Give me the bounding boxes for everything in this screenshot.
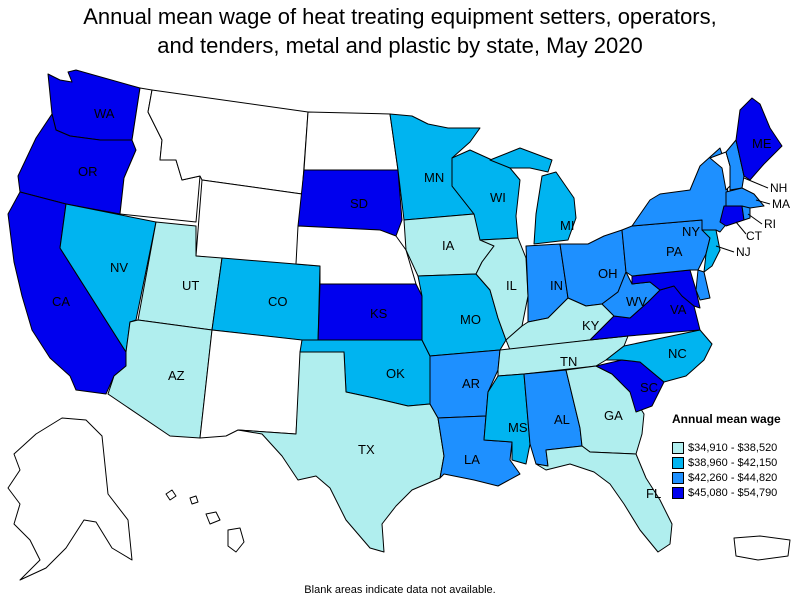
label-co: CO: [268, 294, 288, 309]
legend-label: $38,960 - $42,150: [688, 456, 778, 469]
legend-item: $45,080 - $54,790: [672, 485, 798, 500]
label-in: IN: [550, 278, 563, 293]
label-or: OR: [78, 164, 98, 179]
label-az: AZ: [168, 368, 185, 383]
state-co[interactable]: [211, 257, 321, 343]
label-ok: OK: [386, 366, 405, 381]
state-hi[interactable]: [165, 489, 245, 553]
label-fl: FL: [646, 486, 661, 501]
label-leader-lines: [715, 177, 771, 253]
label-ky: KY: [582, 318, 600, 333]
label-mo: MO: [460, 312, 481, 327]
label-me: ME: [752, 136, 772, 151]
legend-rows: $34,910 - $38,520 $38,960 - $42,150 $42,26…: [672, 440, 798, 500]
state-wi[interactable]: [451, 149, 521, 241]
label-va: VA: [670, 302, 687, 317]
title-line-1: Annual mean wage of heat treating equipm…: [83, 4, 717, 29]
map-title: Annual mean wage of heat treating equipm…: [0, 2, 800, 60]
label-wv: WV: [626, 294, 647, 309]
label-oh: OH: [598, 266, 618, 281]
label-ut: UT: [182, 278, 199, 293]
label-il: IL: [506, 278, 517, 293]
label-sd: SD: [350, 196, 368, 211]
label-nh: NH: [770, 181, 787, 195]
state-de[interactable]: [695, 269, 711, 301]
legend-label: $45,080 - $54,790: [688, 486, 778, 499]
label-ms: MS: [508, 420, 528, 435]
label-tn: TN: [560, 354, 577, 369]
legend-label: $34,910 - $38,520: [688, 441, 778, 454]
legend-swatch: [672, 441, 684, 454]
state-md[interactable]: [631, 269, 701, 309]
state-fl[interactable]: [535, 445, 673, 553]
state-nj[interactable]: [701, 229, 721, 273]
state-pr[interactable]: [733, 535, 791, 561]
legend-label: $42,260 - $44,820: [688, 471, 778, 484]
label-nc: NC: [668, 346, 687, 361]
label-mn: MN: [424, 170, 444, 185]
state-wa[interactable]: [47, 69, 141, 141]
state-nd[interactable]: [303, 111, 399, 171]
state-wy[interactable]: [195, 179, 303, 267]
label-wa: WA: [94, 106, 115, 121]
label-nj: NJ: [736, 245, 751, 259]
legend-item: $38,960 - $42,150: [672, 455, 798, 470]
label-ct: CT: [746, 229, 763, 243]
label-nv: NV: [110, 260, 128, 275]
label-ny: NY: [682, 224, 700, 239]
label-ca: CA: [52, 294, 70, 309]
label-mi: MI: [560, 218, 574, 233]
label-ia: IA: [442, 238, 455, 253]
state-nm[interactable]: [199, 329, 303, 439]
state-ma[interactable]: [725, 187, 765, 209]
state-ak[interactable]: [7, 417, 133, 581]
label-ar: AR: [462, 376, 480, 391]
state-me[interactable]: [735, 97, 783, 181]
state-tx[interactable]: [237, 351, 445, 553]
label-pa: PA: [666, 244, 683, 259]
state-nc[interactable]: [605, 329, 713, 383]
footnote: Blank areas indicate data not available.: [304, 584, 496, 596]
state-mi[interactable]: [489, 147, 577, 245]
legend-title: Annual mean wage: [672, 412, 781, 426]
label-ks: KS: [370, 306, 388, 321]
legend-swatch: [672, 456, 684, 469]
label-sc: SC: [640, 380, 658, 395]
state-il[interactable]: [475, 237, 529, 341]
legend-swatch: [672, 486, 684, 499]
label-la: LA: [464, 452, 480, 467]
label-ri: RI: [764, 217, 776, 231]
legend: Annual mean wage $34,910 - $38,520 $38,96…: [672, 412, 798, 500]
label-wi: WI: [490, 190, 506, 205]
title-line-2: and tenders, metal and plastic by state,…: [157, 33, 643, 58]
state-ct[interactable]: [719, 205, 745, 227]
label-al: AL: [554, 412, 570, 427]
legend-item: $34,910 - $38,520: [672, 440, 798, 455]
legend-item: $42,260 - $44,820: [672, 470, 798, 485]
legend-swatch: [672, 471, 684, 484]
label-tx: TX: [358, 442, 375, 457]
label-ga: GA: [604, 408, 623, 423]
state-ri[interactable]: [741, 205, 751, 221]
label-ma: MA: [772, 197, 790, 211]
